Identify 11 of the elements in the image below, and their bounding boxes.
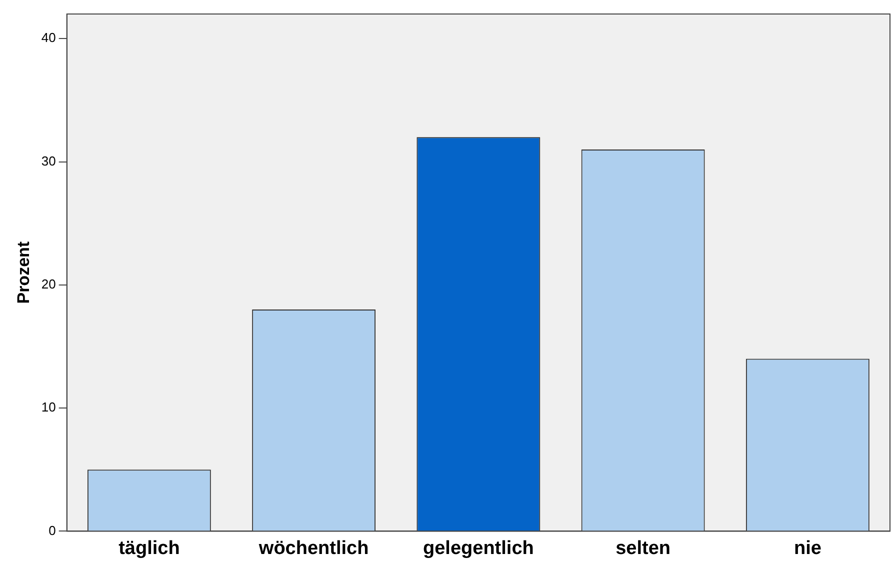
x-tick-label: nie bbox=[794, 538, 822, 559]
y-tick-label: 30 bbox=[41, 153, 56, 168]
y-tick-label: 10 bbox=[41, 400, 56, 415]
y-tick-label: 20 bbox=[41, 276, 56, 292]
x-tick-label: täglich bbox=[118, 538, 180, 559]
y-axis-title: Prozent bbox=[14, 241, 33, 304]
x-tick-label: gelegentlich bbox=[423, 538, 534, 559]
y-tick-label: 0 bbox=[48, 522, 56, 538]
y-tick-label: 40 bbox=[41, 30, 56, 46]
x-tick-label: selten bbox=[616, 538, 671, 559]
x-tick-label: wöchentlich bbox=[258, 538, 369, 559]
